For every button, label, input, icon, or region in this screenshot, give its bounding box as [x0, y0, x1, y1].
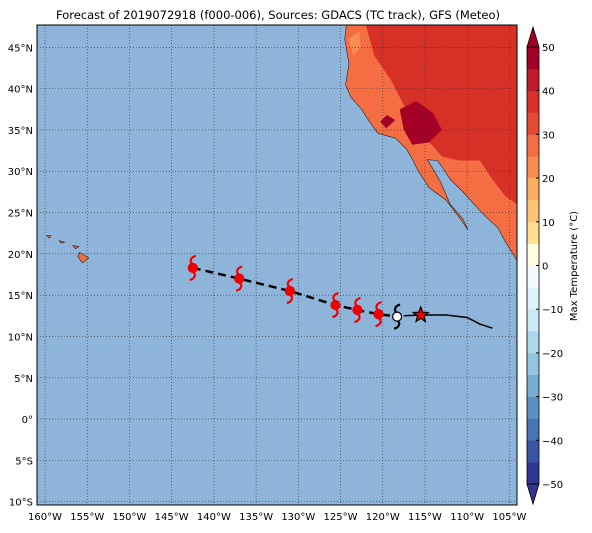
map-frame [36, 24, 518, 506]
lon-label: 145°W [155, 512, 189, 523]
lat-label: 5°N [14, 374, 33, 385]
lon-label: 125°W [324, 512, 358, 523]
lat-label: 30°N [8, 167, 33, 178]
lat-label: 35°N [8, 126, 33, 137]
lon-label: 105°W [492, 512, 526, 523]
colorbar-bin [527, 134, 539, 157]
colorbar-extend [526, 483, 540, 506]
lat-label: 40°N [8, 85, 33, 96]
colorbar-bin [527, 287, 539, 310]
island [58, 240, 66, 244]
lon-label: 110°W [450, 512, 484, 523]
colorbar-tick-label: 50 [542, 43, 555, 54]
lat-label: 10°N [8, 332, 33, 343]
colorbar-bin [527, 374, 539, 397]
storm-eye [373, 309, 384, 320]
land-hot [399, 101, 442, 145]
current-position [411, 305, 430, 323]
storm-eye [352, 304, 363, 316]
lon-label: 130°W [281, 512, 315, 523]
colorbar-bin [527, 68, 539, 91]
lon-label: 140°W [197, 512, 231, 523]
colorbar-bin [527, 331, 539, 354]
land-warm [365, 25, 517, 205]
colorbar-tick-label: −50 [542, 480, 563, 491]
colorbar-tick-label: −30 [542, 393, 563, 404]
lon-label: 135°W [239, 512, 273, 523]
lon-label: 155°W [70, 512, 104, 523]
colorbar-bin [527, 309, 539, 332]
colorbar-bin [527, 243, 539, 266]
land-hot [380, 115, 396, 129]
colorbar-bin [527, 396, 539, 419]
lat-label: 10°S [9, 498, 33, 509]
colorbar-label: Max Temperature (°C) [569, 211, 580, 321]
storm-symbol [284, 277, 295, 305]
colorbar-tick-label: −20 [542, 349, 563, 360]
title: Forecast of 2019072918 (f000-006), Sourc… [56, 8, 500, 22]
colorbar-tick-label: −40 [542, 436, 563, 447]
lat-label: 25°N [8, 209, 33, 220]
colorbar-bin [527, 47, 539, 70]
island [45, 235, 52, 239]
colorbar-bin [527, 178, 539, 201]
lon-label: 160°W [28, 512, 62, 523]
storm-eye [330, 299, 341, 311]
colorbar-bin [527, 462, 539, 485]
storm-symbol [234, 265, 245, 292]
storm-eye [284, 285, 295, 297]
storm-symbol [373, 301, 384, 328]
storm-symbol [392, 303, 403, 330]
storm-symbol [187, 254, 198, 281]
lat-label: 15°N [8, 291, 33, 302]
lon-label: 150°W [112, 512, 146, 523]
storm-eye [392, 311, 403, 322]
colorbar-tick-label: 30 [542, 130, 555, 141]
lon-label: 115°W [408, 512, 442, 523]
colorbar-bin [527, 221, 539, 244]
land-cool [348, 30, 361, 56]
colorbar-tick-label: 40 [542, 87, 555, 98]
colorbar-tick-label: 0 [542, 262, 548, 273]
lat-label: 20°N [8, 250, 33, 261]
storm-eye [234, 273, 245, 284]
colorbar-tick-label: 20 [542, 174, 555, 185]
storm-symbol [330, 291, 341, 319]
island [72, 245, 80, 250]
colorbar-bin [527, 352, 539, 376]
colorbar-bin [527, 90, 539, 113]
colorbar-bin [527, 199, 539, 223]
lat-label: 0° [22, 415, 33, 426]
colorbar-bin [527, 440, 539, 463]
colorbar-bin [527, 112, 539, 135]
lat-label: 5°S [15, 456, 33, 467]
lon-label: 120°W [366, 512, 400, 523]
colorbar-bin [527, 265, 539, 288]
colorbar-tick-label: 10 [542, 218, 555, 229]
colorbar-bin [527, 156, 539, 179]
storm-symbol [352, 296, 363, 324]
storm-eye [187, 262, 198, 273]
lat-label: 45°N [8, 43, 33, 54]
colorbar-tick-label: −10 [542, 305, 563, 316]
colorbar-extend [526, 25, 540, 48]
colorbar-bin [527, 418, 539, 441]
island [77, 251, 90, 264]
